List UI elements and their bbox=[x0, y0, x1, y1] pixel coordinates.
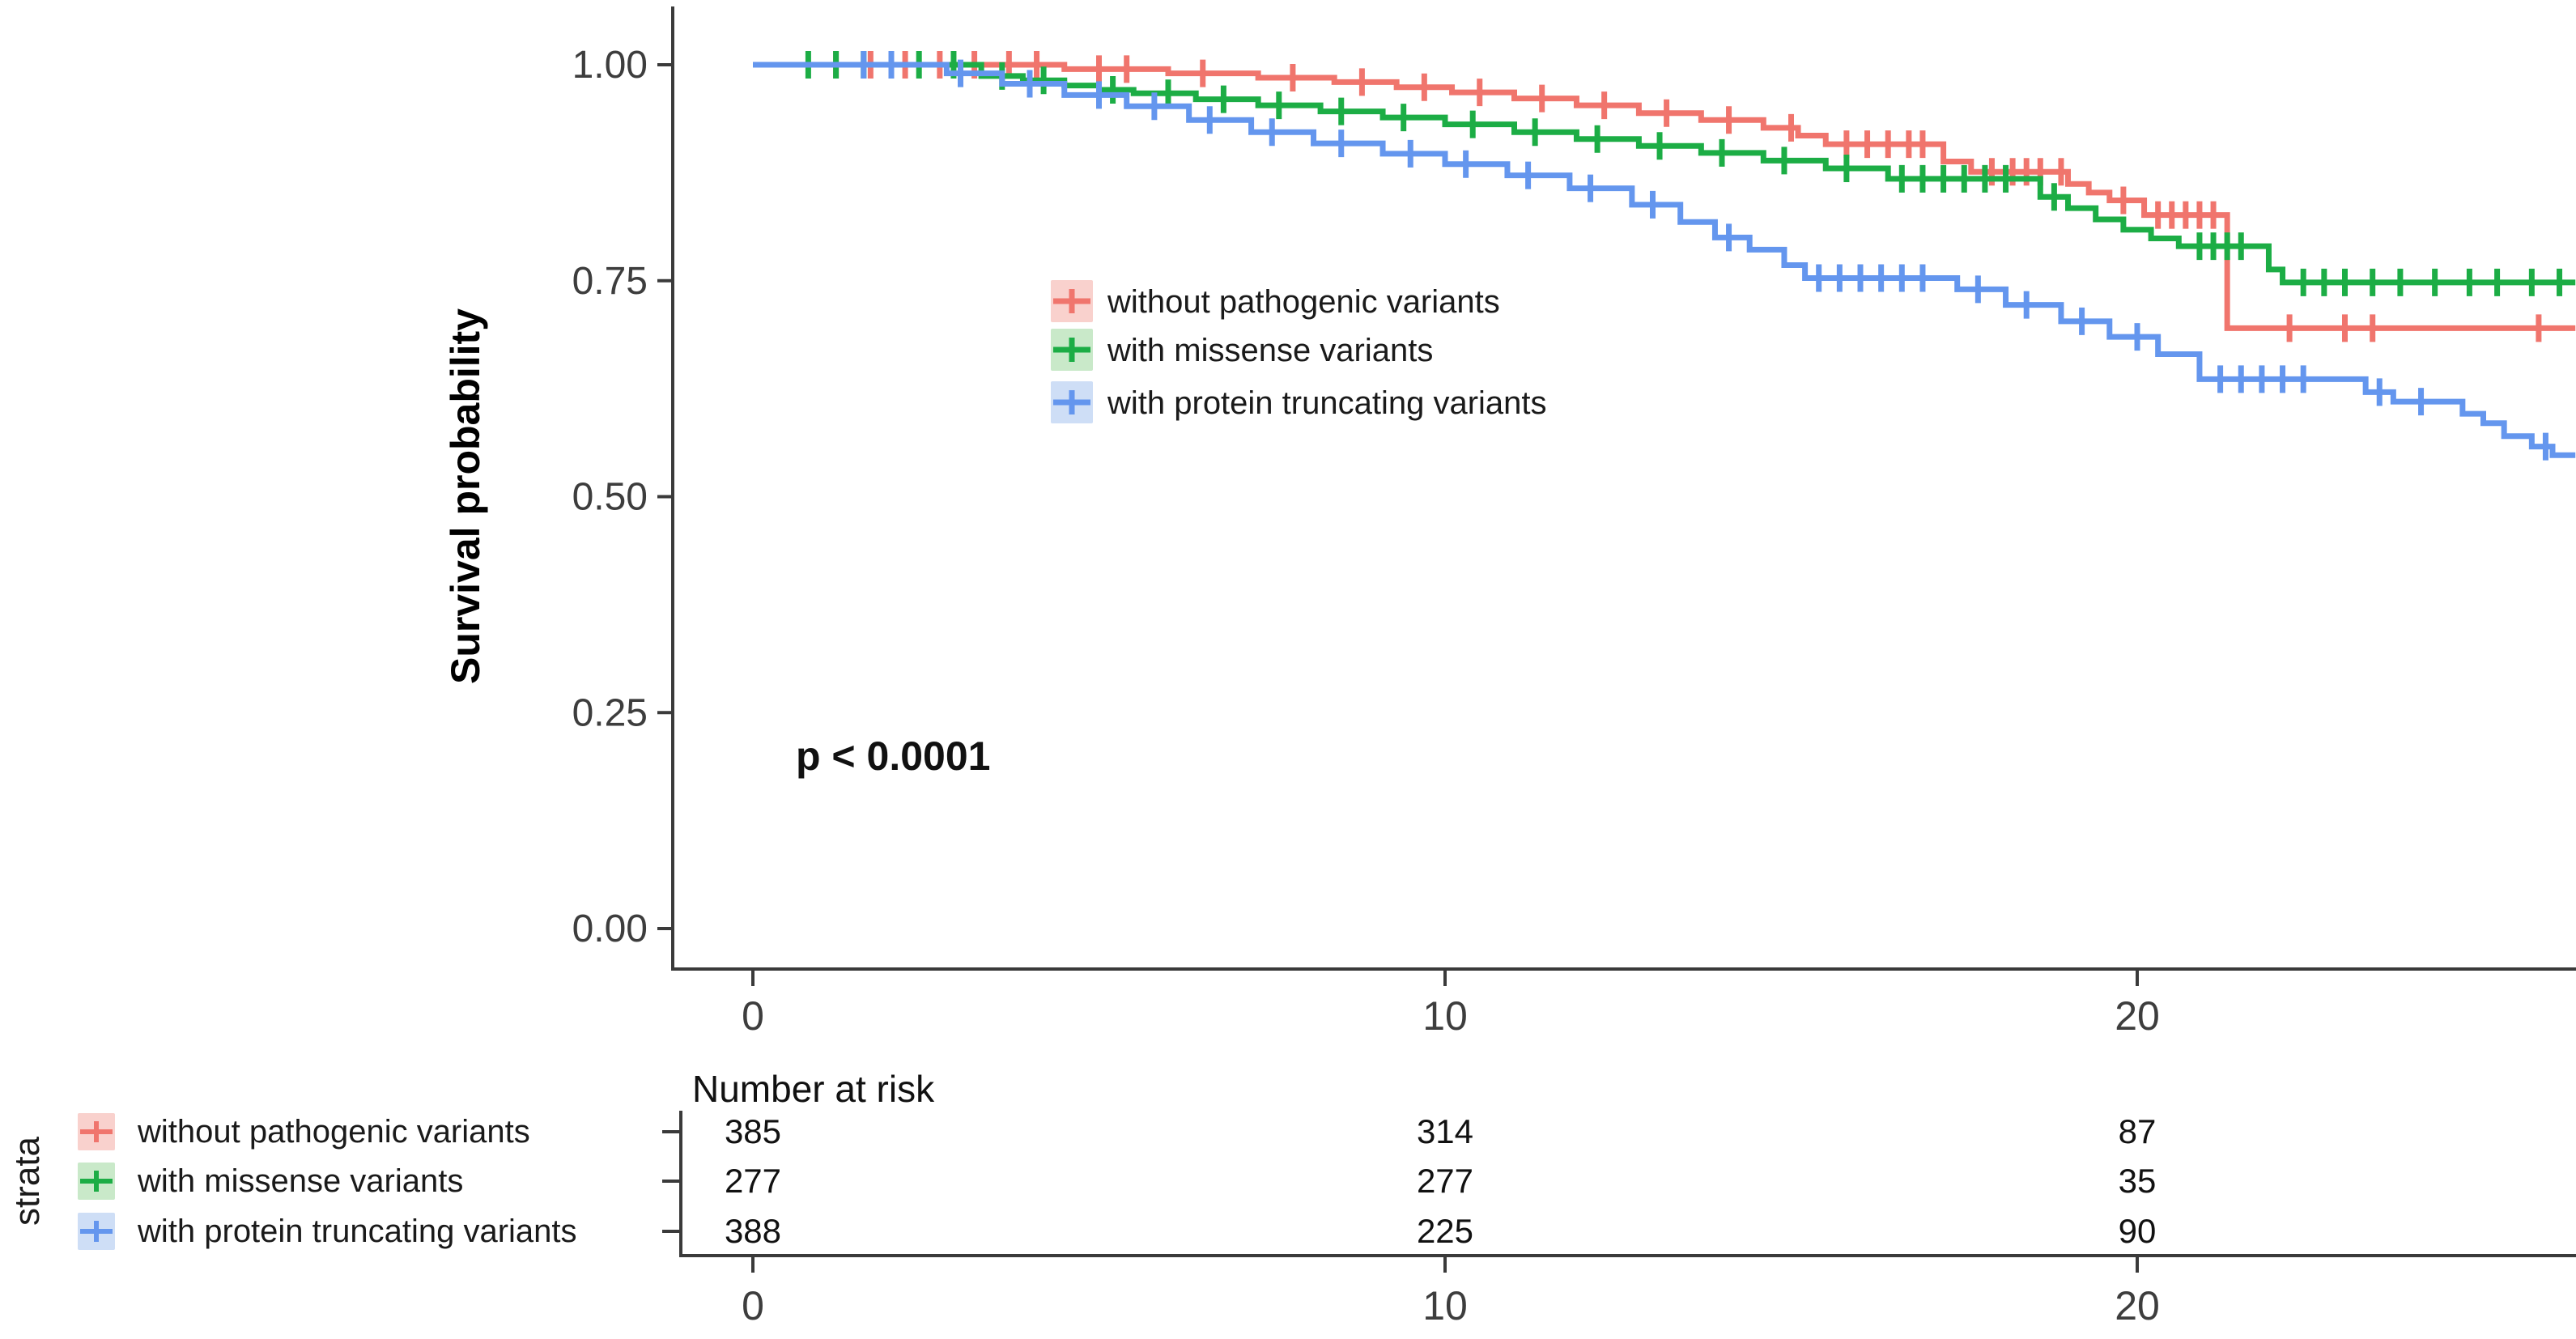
risk-x-tick-label: 0 bbox=[742, 1283, 764, 1328]
legend-label: with protein truncating variants bbox=[1107, 385, 1547, 421]
y-axis-title: Survival probability bbox=[443, 308, 488, 685]
legend-label: without pathogenic variants bbox=[1107, 284, 1500, 320]
risk-count: 35 bbox=[2119, 1162, 2157, 1200]
strata-axis-label: strata bbox=[7, 1136, 47, 1226]
legend-label: with missense variants bbox=[1107, 333, 1433, 368]
risk-count: 87 bbox=[2119, 1112, 2157, 1150]
pvalue-annotation: p < 0.0001 bbox=[796, 733, 991, 779]
x-tick-label: 0 bbox=[742, 993, 764, 1039]
x-tick-label: 20 bbox=[2115, 993, 2160, 1039]
y-tick-label: 0.25 bbox=[572, 691, 648, 734]
risk-count: 314 bbox=[1417, 1112, 1473, 1150]
y-tick-label: 0.75 bbox=[572, 260, 648, 303]
risk-row-label: without pathogenic variants bbox=[137, 1114, 530, 1150]
risk-row-label: with protein truncating variants bbox=[137, 1214, 577, 1249]
y-tick-label: 1.00 bbox=[572, 44, 648, 87]
risk-row-label: with missense variants bbox=[137, 1163, 463, 1199]
risk-count: 225 bbox=[1417, 1212, 1473, 1250]
risk-count: 385 bbox=[725, 1112, 781, 1150]
risk-table-title: Number at risk bbox=[692, 1068, 935, 1110]
y-tick-label: 0.50 bbox=[572, 476, 648, 519]
x-tick-label: 10 bbox=[1422, 993, 1468, 1039]
y-tick-label: 0.00 bbox=[572, 908, 648, 950]
risk-count: 277 bbox=[1417, 1162, 1473, 1200]
risk-x-tick-label: 10 bbox=[1422, 1283, 1468, 1328]
survival-curve-1 bbox=[753, 62, 2576, 331]
risk-count: 388 bbox=[725, 1212, 781, 1250]
survival-curve-3 bbox=[753, 62, 2576, 458]
risk-count: 277 bbox=[725, 1162, 781, 1200]
survival-curve-2 bbox=[753, 62, 2576, 286]
risk-count: 90 bbox=[2119, 1212, 2157, 1250]
risk-x-tick-label: 20 bbox=[2115, 1283, 2160, 1328]
